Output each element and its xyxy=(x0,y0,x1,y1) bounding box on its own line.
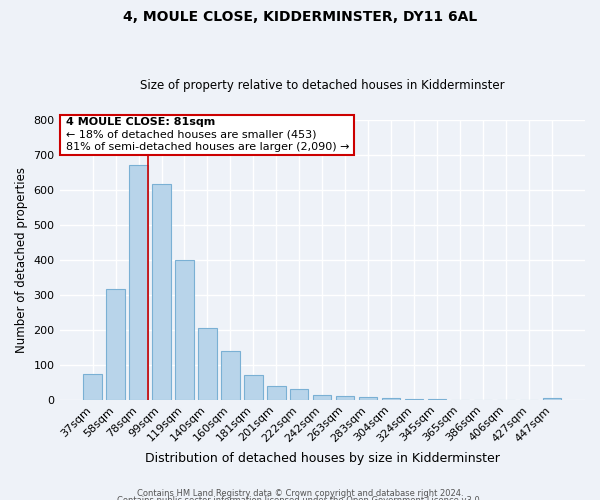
Bar xyxy=(130,165,148,400)
Title: Size of property relative to detached houses in Kidderminster: Size of property relative to detached ho… xyxy=(140,79,505,92)
Y-axis label: Number of detached properties: Number of detached properties xyxy=(15,166,28,352)
Bar xyxy=(543,398,561,400)
Text: Contains HM Land Registry data © Crown copyright and database right 2024.: Contains HM Land Registry data © Crown c… xyxy=(137,488,463,498)
Bar xyxy=(290,390,308,400)
Text: 4, MOULE CLOSE, KIDDERMINSTER, DY11 6AL: 4, MOULE CLOSE, KIDDERMINSTER, DY11 6AL xyxy=(123,10,477,24)
Text: Contains public sector information licensed under the Open Government Licence v3: Contains public sector information licen… xyxy=(118,496,482,500)
Bar xyxy=(336,396,355,400)
Bar xyxy=(175,260,194,400)
Bar xyxy=(359,397,377,400)
Bar xyxy=(405,399,424,400)
Text: 4 MOULE CLOSE: 81sqm: 4 MOULE CLOSE: 81sqm xyxy=(65,117,215,127)
Bar xyxy=(382,398,400,400)
Bar xyxy=(267,386,286,400)
Bar xyxy=(83,374,102,400)
Bar xyxy=(106,290,125,400)
Text: 81% of semi-detached houses are larger (2,090) →: 81% of semi-detached houses are larger (… xyxy=(65,142,349,152)
Bar xyxy=(198,328,217,400)
Bar xyxy=(152,184,170,400)
Bar xyxy=(244,376,263,400)
Bar xyxy=(313,394,331,400)
Bar xyxy=(221,352,239,400)
X-axis label: Distribution of detached houses by size in Kidderminster: Distribution of detached houses by size … xyxy=(145,452,500,465)
Text: ← 18% of detached houses are smaller (453): ← 18% of detached houses are smaller (45… xyxy=(65,130,316,140)
